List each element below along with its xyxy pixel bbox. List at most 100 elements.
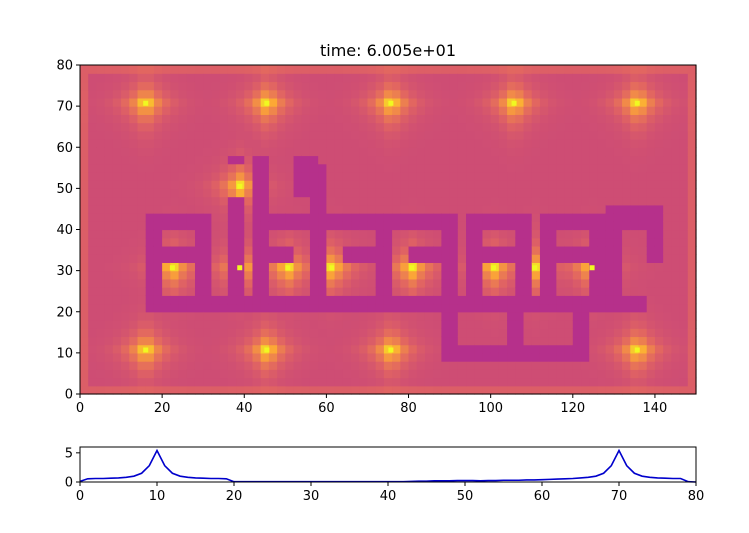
- heatmap-cell: [572, 287, 582, 296]
- heatmap-cell: [301, 311, 311, 321]
- heatmap-cell: [219, 106, 229, 115]
- heatmap-cell: [112, 278, 122, 288]
- heatmap-cell: [244, 278, 254, 288]
- heatmap-cell: [646, 287, 656, 296]
- heatmap-cell: [293, 319, 303, 329]
- heatmap-cell: [474, 180, 484, 189]
- heatmap-cell: [630, 319, 640, 329]
- heatmap-cell: [408, 319, 418, 329]
- heatmap-cell: [137, 385, 147, 395]
- heatmap-cell: [129, 254, 139, 263]
- heatmap-cell: [400, 65, 410, 74]
- heatmap-cell: [80, 171, 89, 181]
- heatmap-cell: [137, 237, 147, 247]
- heatmap-cell: [96, 204, 106, 214]
- heatmap-cell: [293, 311, 303, 321]
- heatmap-cell: [268, 319, 278, 329]
- heatmap-cell: [260, 114, 270, 124]
- heatmap-cell: [490, 196, 500, 206]
- heatmap-cell: [613, 361, 623, 370]
- heatmap-cell: [539, 311, 549, 321]
- heatmap-cell: [170, 180, 180, 189]
- heatmap-cell: [400, 311, 410, 321]
- heatmap-cell: [342, 130, 352, 140]
- heatmap-cell: [597, 97, 607, 107]
- heatmap-cell: [392, 130, 401, 140]
- heatmap-cell: [112, 369, 122, 379]
- heatmap-cell: [556, 65, 566, 74]
- heatmap-cell: [671, 229, 681, 239]
- heatmap-cell: [211, 188, 221, 198]
- heatmap-cell: [490, 352, 500, 362]
- heatmap-cell: [137, 361, 147, 370]
- heatmap-cell: [80, 81, 89, 91]
- heatmap-cell: [646, 237, 656, 247]
- heatmap-cell: [359, 147, 369, 157]
- heatmap-cell: [392, 336, 401, 346]
- heatmap-cell: [613, 278, 623, 288]
- heatmap-cell: [326, 139, 336, 148]
- heatmap-cell: [219, 278, 229, 288]
- heatmap-cell: [194, 262, 204, 272]
- heatmap-cell: [679, 122, 689, 132]
- heatmap-cell: [170, 254, 180, 263]
- heatmap-cell: [244, 336, 254, 346]
- heatmap-cell: [474, 171, 484, 181]
- heatmap-cell: [88, 73, 98, 83]
- heatmap-cell: [581, 221, 590, 231]
- heatmap-cell: [326, 180, 336, 189]
- heatmap-cell: [441, 180, 451, 189]
- heatmap-cell: [375, 344, 385, 354]
- heatmap-cell: [408, 155, 418, 165]
- heatmap-cell: [96, 196, 106, 206]
- heatmap-cell: [383, 130, 393, 140]
- heatmap-cell: [88, 229, 98, 239]
- heatmap-cell: [630, 188, 640, 198]
- heatmap-cell: [268, 336, 278, 346]
- heatmap-cell: [482, 270, 492, 280]
- heatmap-cell: [474, 81, 484, 91]
- heatmap-cell: [170, 328, 180, 338]
- heatmap-cell: [622, 196, 631, 206]
- heatmap-cell: [466, 155, 475, 165]
- heatmap-cell: [572, 130, 582, 140]
- heatmap-cell: [162, 303, 171, 313]
- heatmap-cell: [211, 344, 221, 354]
- heatmap-cell: [96, 328, 106, 338]
- heatmap-cell: [342, 163, 352, 173]
- heatmap-cell: [186, 361, 196, 370]
- heatmap-cell: [531, 287, 541, 296]
- heatmap-cell: [441, 311, 451, 321]
- heatmap-cell: [351, 114, 360, 124]
- heatmap-cell: [498, 295, 508, 305]
- heatmap-cell: [268, 114, 278, 124]
- heatmap-cell: [605, 319, 615, 329]
- heatmap-cell: [359, 65, 369, 74]
- heatmap-cell: [375, 114, 385, 124]
- heatmap-cell: [227, 180, 237, 189]
- heatmap-cell: [597, 303, 607, 313]
- heatmap-cell: [622, 188, 631, 198]
- heatmap-cell: [622, 221, 631, 231]
- heatmap-cell: [679, 204, 689, 214]
- heatmap-cell: [121, 303, 130, 313]
- heatmap-cell: [194, 106, 204, 115]
- heatmap-cell: [539, 328, 549, 338]
- heatmap-cell: [309, 65, 319, 74]
- heatmap-cell: [523, 344, 533, 354]
- heatmap-cell: [457, 369, 467, 379]
- heatmap-cell: [301, 89, 311, 99]
- heatmap-cell: [400, 303, 410, 313]
- heatmap-cell: [326, 89, 336, 99]
- heatmap-cell: [162, 122, 171, 132]
- heatmap-cell: [531, 171, 541, 181]
- heatmap-cell: [597, 361, 607, 370]
- heatmap-cell: [129, 369, 139, 379]
- heatmap-cell: [572, 89, 582, 99]
- heatmap-y-tick-label: 20: [56, 305, 73, 320]
- heatmap-cell: [523, 295, 533, 305]
- heatmap-cell: [88, 336, 98, 346]
- heatmap-cell: [252, 122, 262, 132]
- heatmap-cell: [630, 130, 640, 140]
- heatmap-cell: [80, 196, 89, 206]
